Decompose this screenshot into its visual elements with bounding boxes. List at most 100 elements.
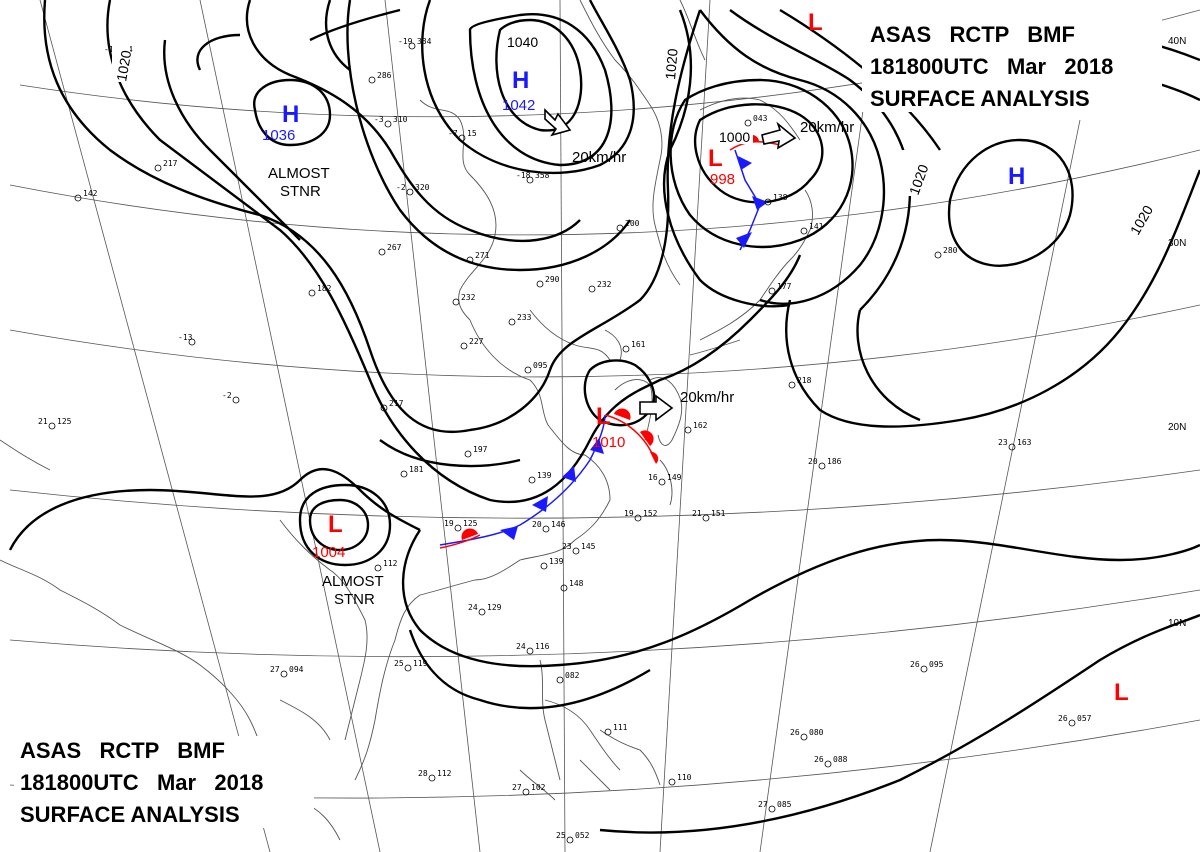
station-plot: 20 186: [808, 457, 842, 470]
station-plot: 197: [464, 445, 488, 458]
station-plot: 082: [556, 671, 580, 684]
station-pressure: 15: [467, 129, 477, 138]
station-temp: 20: [532, 520, 542, 529]
cold-front-barb: [590, 438, 604, 454]
warm-front-south: [439, 534, 481, 549]
station-pressure: 043: [753, 114, 768, 123]
station-circle: [540, 562, 548, 570]
isobar-label-low: 1000: [719, 129, 750, 145]
station-temp: -18: [516, 171, 531, 180]
station-plot: 162: [684, 421, 708, 434]
station-pressure: 227: [469, 337, 484, 346]
motion-speed-label: 20km/hr: [680, 389, 734, 406]
station-circle: [702, 514, 710, 522]
station-plot: 182: [308, 284, 332, 297]
station-pressure: 218: [797, 376, 812, 385]
isobar-label: 1040: [507, 34, 538, 50]
station-circle: [934, 251, 942, 259]
station-temp: -2: [222, 391, 232, 400]
station-plot: 26 057: [1058, 714, 1092, 727]
cold-front-barb: [736, 232, 752, 248]
header-top-line3: SURFACE ANALYSIS: [870, 86, 1090, 111]
station-temp: -7: [448, 129, 458, 138]
station-circle: [684, 426, 692, 434]
station-pressure: 095: [929, 660, 944, 669]
station-plot: 20 146: [532, 520, 566, 533]
coastlines: [0, 0, 813, 841]
station-circle: [378, 248, 386, 256]
station-pressure: 320: [415, 183, 430, 192]
almost-stnr-label: ALMOST: [268, 165, 330, 182]
station-circle: [524, 366, 532, 374]
station-plot: 233: [508, 313, 532, 326]
low-center-north: L: [808, 9, 823, 36]
station-temp: -2: [396, 183, 406, 192]
station-circle: [622, 345, 630, 353]
station-plot: -13: [178, 333, 196, 346]
station-plot: -7 15: [448, 129, 477, 142]
low-value-1010: 1010: [592, 434, 625, 451]
station-circle: [800, 227, 808, 235]
station-temp: 28: [418, 769, 428, 778]
station-circle: [368, 76, 376, 84]
station-pressure: 139: [537, 471, 552, 480]
station-plot: 232: [588, 280, 612, 293]
station-temp: 26: [814, 755, 824, 764]
station-temp: -13: [178, 333, 193, 342]
station-temp: 25: [556, 831, 566, 840]
warm-front-bump: [614, 408, 631, 420]
high-center-1036: H: [282, 101, 299, 128]
station-pressure: 145: [581, 542, 596, 551]
station-plot: -2 320: [396, 183, 430, 196]
station-plot: 28 112: [418, 769, 452, 782]
station-circle: [232, 396, 240, 404]
station-pressure: 233: [517, 313, 532, 322]
cold-front-barb: [738, 156, 752, 170]
header-bottom-line2: 181800UTC Mar 2018: [20, 770, 263, 795]
station-temp: 26: [910, 660, 920, 669]
high-value-1036: 1036: [262, 127, 295, 144]
station-plot: -2: [222, 391, 240, 404]
station-circle: [460, 342, 468, 350]
pressure-systems: H 1036 H 1042 H L L 998 L 1010 L 1004 L: [262, 9, 1129, 706]
station-pressure: 052: [575, 831, 590, 840]
motion-speed-label: 20km/hr: [572, 149, 626, 166]
station-circle: [308, 289, 316, 297]
station-temp: 20: [808, 457, 818, 466]
station-plot: 26 088: [814, 755, 848, 768]
motion-arrow: [639, 394, 674, 422]
station-pressure: 271: [475, 251, 490, 260]
cold-front-barb: [562, 466, 576, 482]
header-bottom-line3: SURFACE ANALYSIS: [20, 802, 240, 827]
station-plots: -194-19334286-715-3310-2320-183582171422…: [38, 37, 1092, 844]
station-plot: 25 052: [556, 831, 590, 844]
station-temp: -3: [374, 115, 384, 124]
header-top: ASAS RCTP BMF 181800UTC Mar 2018 SURFACE…: [862, 18, 1162, 112]
header-top-line1: ASAS RCTP BMF: [870, 22, 1075, 47]
station-temp: 24: [516, 642, 526, 651]
station-plot: 26 080: [790, 728, 824, 741]
station-circle: [556, 676, 564, 684]
station-plot: 181: [400, 465, 424, 478]
station-temp: 19: [444, 519, 454, 528]
latitude-labels: 40N 30N 20N 10N: [1168, 36, 1186, 629]
station-temp: -1: [104, 45, 114, 54]
station-circle: [428, 774, 436, 782]
station-pressure: 110: [677, 773, 692, 782]
station-pressure: 138: [773, 193, 788, 202]
station-pressure: 116: [535, 642, 550, 651]
station-plot: 23 145: [562, 542, 596, 555]
station-pressure: 334: [417, 37, 432, 46]
station-circle: [384, 120, 392, 128]
station-temp: 27: [758, 800, 768, 809]
station-plot: 280: [934, 246, 958, 259]
low-center-998: L: [708, 145, 723, 172]
station-circle: [668, 778, 676, 786]
station-circle: [466, 256, 474, 264]
station-circle: [604, 728, 612, 736]
station-circle: [406, 188, 414, 196]
station-temp: 19: [624, 509, 634, 518]
station-pressure: 088: [833, 755, 848, 764]
station-circle: [634, 514, 642, 522]
